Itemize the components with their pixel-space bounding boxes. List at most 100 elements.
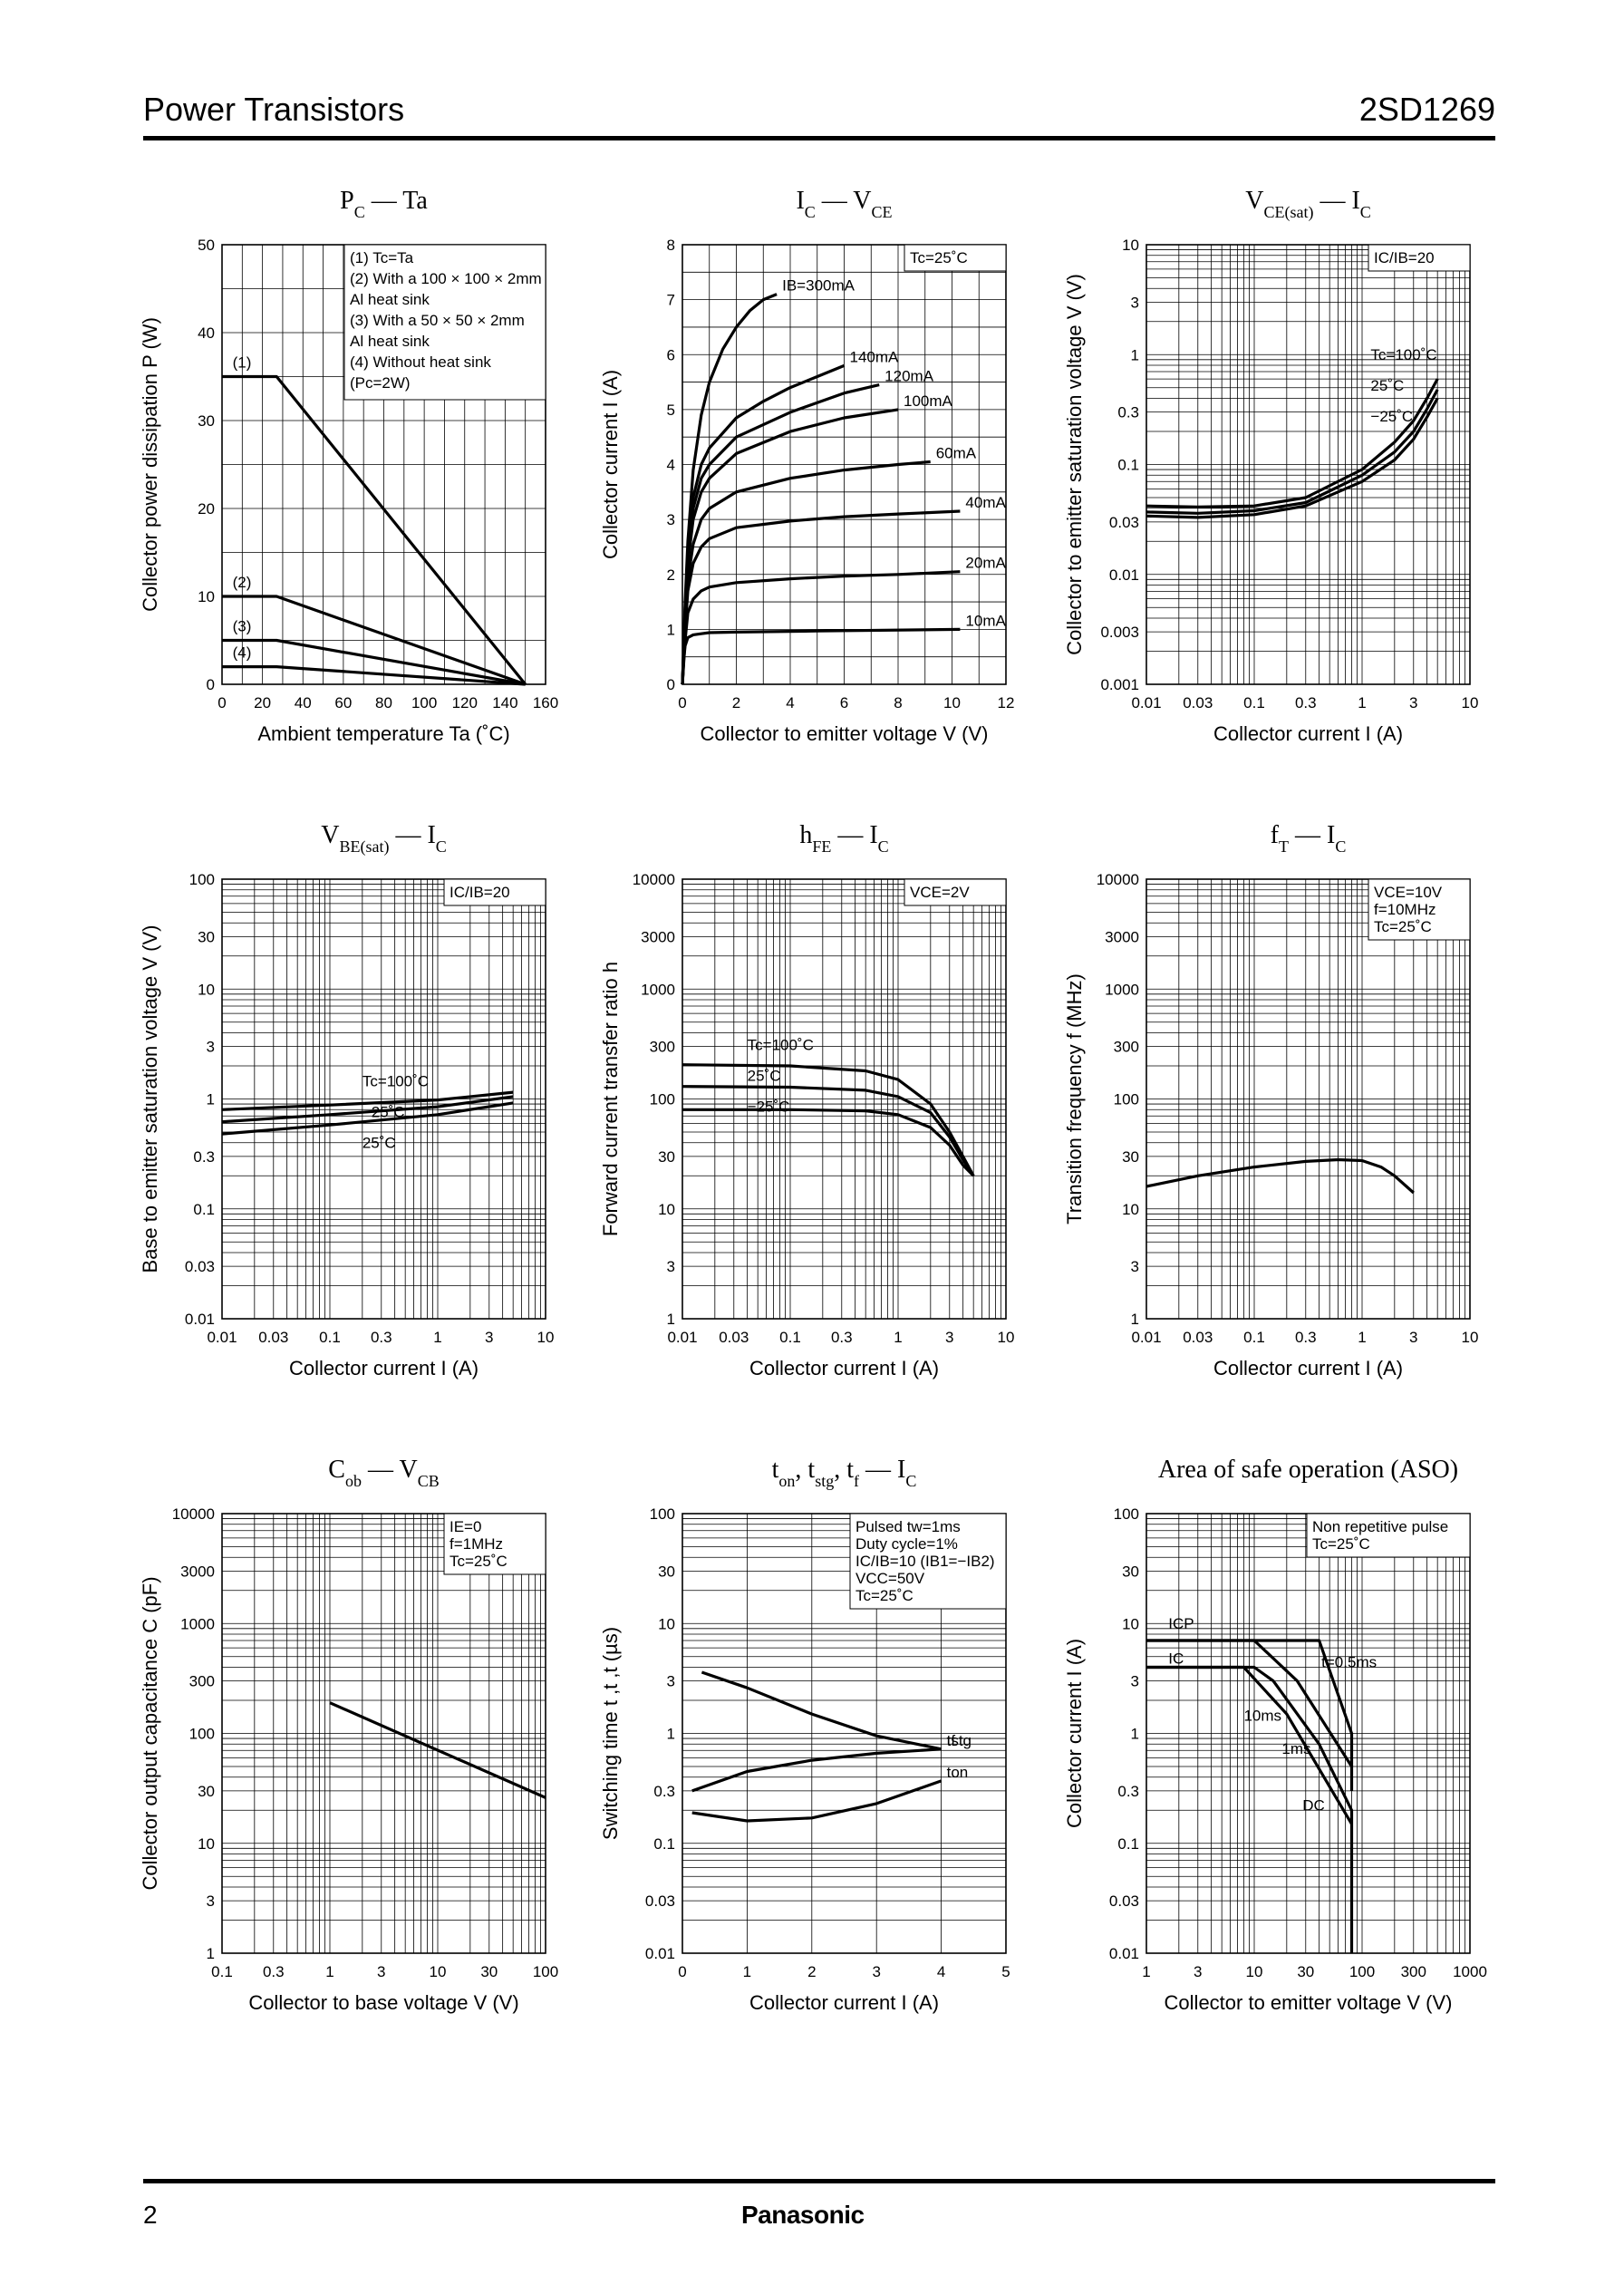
- note-frame: [904, 244, 1007, 272]
- x-tick-label: 3: [1409, 1329, 1417, 1346]
- series-label: 25˚C: [1370, 377, 1404, 394]
- series-line: [221, 1090, 514, 1111]
- series-label: −25˚C: [1370, 408, 1413, 425]
- note-text: Tc=25˚C: [856, 1587, 914, 1604]
- series-label: Tc=100˚C: [362, 1073, 429, 1090]
- y-tick-label: 0.3: [1117, 1783, 1139, 1800]
- chart-switch-ic: ton, tstg, tf — IC 0 1 2 3 4 5 0.01 0.03 0.1 0.3 1 3…: [599, 1456, 1010, 2014]
- x-tick-label: 1: [743, 1963, 751, 1980]
- note-text: Tc=25˚C: [450, 1553, 508, 1570]
- series-label: 100mA: [904, 392, 953, 410]
- y-tick-label: 10: [1122, 1201, 1139, 1218]
- plot-frame: [682, 244, 1007, 685]
- x-tick-label: 0.03: [1183, 1329, 1213, 1346]
- note-text: VCE=2V: [910, 884, 970, 901]
- series-line: [681, 509, 961, 685]
- y-axis-label: Forward current transfer ratio h: [599, 962, 622, 1236]
- x-tick-label: 8: [894, 694, 902, 711]
- y-axis-label: Collector current I (A): [599, 370, 622, 559]
- series-line: [682, 1063, 975, 1177]
- y-tick-label: 50: [198, 237, 215, 254]
- series-line: [691, 1747, 942, 1793]
- y-tick-label: 30: [198, 412, 215, 430]
- x-axis-label: Collector current I (A): [749, 1991, 939, 2014]
- y-tick-label: 100: [189, 1726, 215, 1743]
- y-tick-label: 0.01: [1109, 1945, 1139, 1962]
- y-tick-label: 3: [1131, 1673, 1139, 1690]
- x-tick-label: 1: [325, 1963, 334, 1980]
- note-text: VCE=10V: [1374, 884, 1443, 901]
- y-tick-label: 100: [650, 1505, 675, 1523]
- series-label: 10ms: [1243, 1708, 1281, 1725]
- x-tick-label: 1000: [1453, 1963, 1487, 1980]
- series-line: [1146, 1157, 1415, 1195]
- x-tick-label: 80: [375, 694, 392, 711]
- note-text: Tc=25˚C: [1312, 1535, 1370, 1553]
- y-tick-label: 30: [658, 1148, 675, 1166]
- x-tick-label: 60: [334, 694, 352, 711]
- y-tick-label: 7: [667, 292, 675, 309]
- y-tick-label: 0.03: [645, 1892, 675, 1910]
- x-tick-label: 0: [678, 694, 686, 711]
- y-tick-label: 0.1: [1117, 1835, 1139, 1853]
- x-tick-label: 2: [807, 1963, 816, 1980]
- y-tick-label: 1: [667, 621, 675, 638]
- y-tick-label: 300: [189, 1673, 215, 1690]
- y-tick-label: 3: [667, 511, 675, 528]
- series-label: IC: [1168, 1650, 1184, 1668]
- series-line: [222, 665, 526, 686]
- y-tick-label: 30: [198, 928, 215, 945]
- note-text: f=10MHz: [1374, 901, 1436, 918]
- y-tick-label: 100: [1114, 1505, 1139, 1523]
- x-tick-label: 2: [732, 694, 740, 711]
- plot-frame: [1146, 244, 1471, 685]
- note-text: Duty cycle=1%: [856, 1535, 958, 1553]
- y-tick-label: 1: [207, 1091, 215, 1108]
- y-tick-label: 10: [198, 1835, 215, 1853]
- y-tick-label: 1: [1131, 1311, 1139, 1328]
- x-tick-label: 3: [945, 1329, 953, 1346]
- x-tick-label: 3: [485, 1329, 493, 1346]
- header-rule: [143, 136, 1495, 140]
- x-tick-label: 100: [533, 1963, 558, 1980]
- series-label: (2): [233, 574, 252, 591]
- y-tick-label: 0.01: [185, 1311, 215, 1328]
- chart-pc-ta: PC — Ta 0 20 40 60 80 100 120 140 160 0 10 20 30 40 50 A…: [139, 187, 558, 745]
- y-tick-label: 10: [198, 981, 215, 998]
- x-tick-label: 10: [430, 1963, 447, 1980]
- note-frame: [1306, 1513, 1471, 1558]
- series-label: ICP: [1168, 1615, 1194, 1632]
- page-title: Power Transistors: [143, 91, 405, 128]
- x-tick-label: 10: [1462, 1329, 1479, 1346]
- series-line: [222, 374, 527, 686]
- note-text: f=1MHz: [450, 1535, 503, 1553]
- chart-aso: Area of safe operation (ASO)1 3 10 30 100 300…: [1063, 1456, 1487, 2014]
- series-label: 1ms: [1281, 1740, 1310, 1757]
- y-tick-label: 2: [667, 566, 675, 584]
- y-tick-label: 10: [198, 588, 215, 605]
- x-tick-label: 0.1: [1243, 1329, 1265, 1346]
- x-tick-label: 100: [411, 694, 437, 711]
- part-number: 2SD1269: [1358, 91, 1495, 128]
- x-tick-label: 300: [1401, 1963, 1426, 1980]
- y-tick-label: 3: [207, 1039, 215, 1056]
- y-tick-label: 3000: [180, 1563, 215, 1580]
- y-tick-label: 0.03: [1109, 1892, 1139, 1910]
- series-label: ton: [947, 1764, 969, 1781]
- y-axis-label: Collector current I (A): [1063, 1639, 1086, 1828]
- y-tick-label: 30: [658, 1563, 675, 1580]
- chart-title: IC — VCE: [796, 187, 892, 221]
- series-label: (3): [233, 618, 252, 635]
- series-line: [329, 1701, 546, 1799]
- x-tick-label: 10: [1462, 694, 1479, 711]
- chart-vcesat-ic: VCE(sat) — IC 0.01 0.03 0.1 0.3 1 3 10 0.001 0.00…: [1063, 187, 1478, 745]
- note-box: (1) Tc=Ta (2) With a 100 × 100 × 2mm Al h…: [343, 244, 546, 401]
- chart-hfe-ic: hFE — IC 0.01 0.03 0.1 0.3 1 3 10 1 3 10 30 100 300 10…: [599, 821, 1014, 1379]
- plot-frame: [682, 878, 1007, 1320]
- series-label: DC: [1302, 1796, 1325, 1814]
- y-tick-label: 8: [667, 237, 675, 254]
- x-tick-label: 0.01: [207, 1329, 237, 1346]
